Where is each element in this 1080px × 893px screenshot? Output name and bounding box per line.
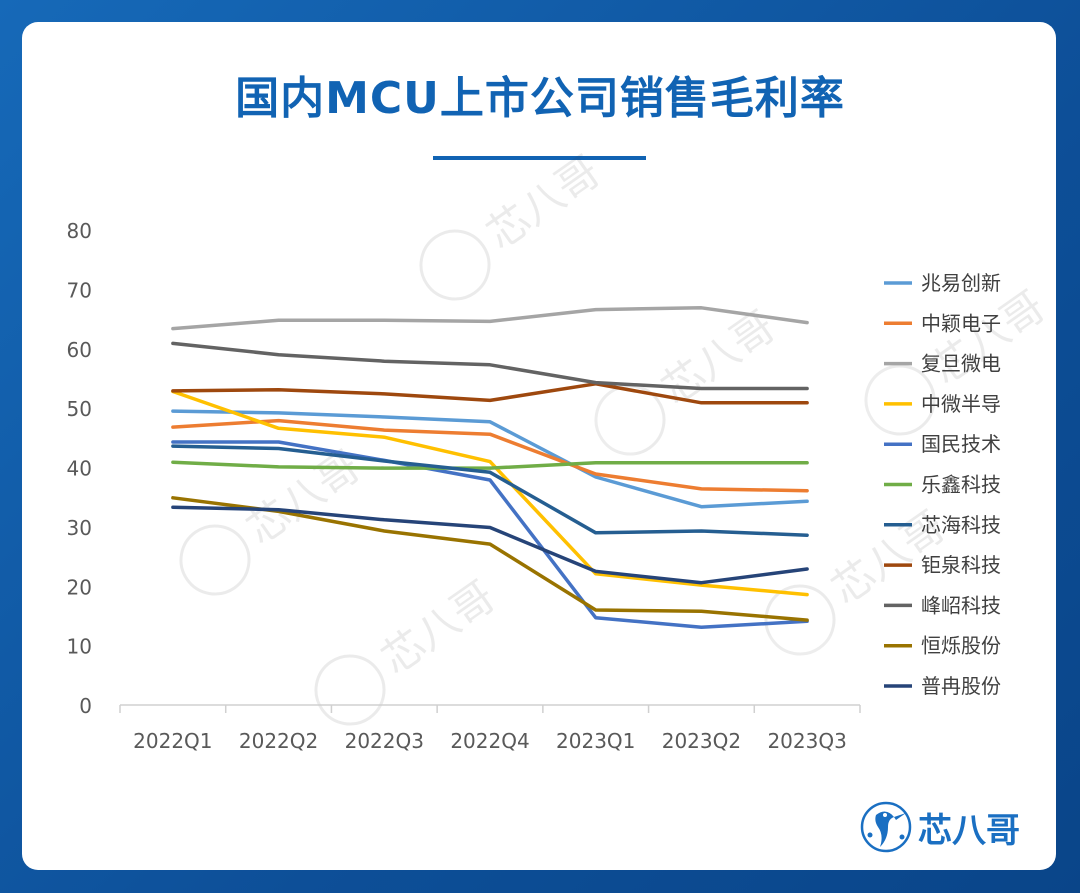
legend-label: 芯海科技: [921, 513, 1001, 537]
legend-label: 乐鑫科技: [921, 473, 1001, 497]
series-lines: [171, 306, 809, 629]
legend-label: 中微半导: [921, 392, 1001, 416]
y-tick-label: 60: [67, 338, 92, 362]
watermark: 芯八哥: [314, 571, 504, 726]
series-line: [171, 460, 809, 470]
watermark-text: 芯八哥: [373, 571, 504, 683]
x-tick-label: 2022Q1: [133, 729, 212, 753]
x-tick-label: 2023Q2: [662, 729, 741, 753]
legend-label: 峰岹科技: [921, 593, 1001, 617]
y-tick-label: 50: [67, 397, 92, 421]
brand-name: 芯八哥: [918, 811, 1020, 851]
y-tick-label: 20: [67, 575, 92, 599]
series-line: [171, 341, 809, 391]
series-line: [171, 389, 809, 597]
watermark: 芯八哥: [179, 441, 369, 596]
x-tick-label: 2022Q2: [239, 729, 318, 753]
y-tick-label: 80: [67, 219, 92, 243]
legend-label: 钜泉科技: [921, 553, 1001, 577]
x-axis: 2022Q1 2022Q2 2022Q3 2022Q4 2023Q1 2023Q2 2023…: [119, 704, 861, 753]
legend-label: 兆易创新: [921, 271, 1001, 295]
y-tick-label: 10: [67, 635, 92, 659]
watermark-text: 芯八哥: [478, 146, 609, 258]
x-tick-label: 2023Q1: [556, 729, 635, 753]
watermark-text: 芯八哥: [923, 281, 1054, 393]
kingfisher-logo-icon: [860, 801, 912, 853]
series-line: [171, 409, 809, 509]
x-tick-label: 2022Q4: [450, 729, 529, 753]
y-axis: 0 10 20 30 40 50 60 70 80: [67, 219, 92, 718]
chart-title: 国内MCU上市公司销售毛利率: [235, 73, 845, 124]
watermark: 芯八哥: [419, 146, 609, 301]
brand-logo-block: 芯八哥: [858, 797, 1048, 857]
x-tick-label: 2022Q3: [345, 729, 424, 753]
y-tick-label: 0: [79, 694, 92, 718]
legend-label: 恒烁股份: [921, 634, 1001, 658]
series-line: [171, 418, 809, 493]
series-line: [171, 505, 809, 585]
legend-label: 普冉股份: [921, 674, 1001, 698]
series-line: [171, 440, 809, 629]
series-line: [171, 306, 809, 331]
legend-label: 中颖电子: [921, 311, 1001, 335]
watermark: 芯八哥: [594, 301, 784, 456]
legend-label: 复旦微电: [921, 352, 1001, 376]
legend: 兆易创新中颖电子复旦微电中微半导国民技术乐鑫科技芯海科技钜泉科技峰岹科技恒烁股份…: [884, 271, 1001, 698]
series-line: [171, 444, 809, 537]
y-tick-label: 70: [67, 278, 92, 302]
series-line: [171, 382, 809, 405]
legend-label: 国民技术: [921, 432, 1001, 456]
title-underline: [433, 156, 646, 160]
x-tick-label: 2023Q3: [767, 729, 846, 753]
y-tick-label: 30: [67, 516, 92, 540]
y-tick-label: 40: [67, 457, 92, 481]
